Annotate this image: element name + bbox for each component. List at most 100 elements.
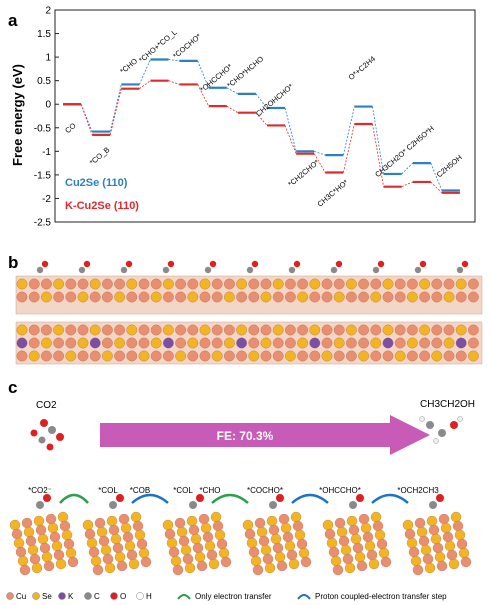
atom (138, 337, 150, 349)
connector-line (372, 106, 384, 175)
atom (443, 324, 455, 336)
atom (28, 324, 40, 336)
atom (114, 350, 125, 362)
atom (468, 324, 479, 336)
connector-line (80, 104, 93, 135)
atom (224, 278, 235, 290)
electron-transfer-arrow (211, 493, 249, 504)
atom (65, 350, 77, 362)
proton-transfer-icon (297, 594, 311, 600)
connector-line (342, 123, 355, 173)
connector-line (430, 162, 443, 191)
adsorbate-oxygen (419, 260, 427, 268)
atom (260, 278, 272, 290)
intermediate-label: *COL (173, 486, 193, 495)
legend-element-label: Se (42, 592, 52, 601)
legend-element-label: O (120, 592, 126, 601)
atom (77, 350, 89, 362)
atom (89, 291, 101, 303)
atom (199, 337, 211, 349)
panel-a-label: a (8, 11, 18, 30)
atom (394, 324, 406, 336)
atom (260, 337, 272, 349)
atom (394, 337, 406, 349)
atom (285, 350, 296, 362)
legend-element-label: C (94, 592, 100, 601)
atom (455, 291, 467, 303)
atom (272, 278, 284, 290)
atom (394, 350, 406, 362)
atom (163, 337, 174, 349)
y-tick-label: -1 (42, 147, 51, 158)
atom (321, 337, 333, 349)
atom (28, 278, 40, 290)
atom (102, 324, 113, 336)
step-label: *CHO (118, 56, 139, 76)
atom (89, 337, 101, 349)
atom (407, 278, 418, 290)
adsorbate-oxygen (41, 260, 49, 268)
atom (260, 350, 272, 362)
step-label: *CHO*HCHO (225, 54, 265, 90)
connector-line (430, 181, 443, 194)
y-tick-label: 0 (45, 100, 51, 111)
proton-transfer-arrow (371, 493, 409, 504)
step-label: CH2OHCHO* (254, 82, 295, 118)
panel-b-label: b (8, 253, 18, 272)
legend-kcu2se: K-Cu2Se (110) (65, 200, 139, 212)
y-ticks: 2 1.5 1 0.5 0 -0.5 -1 -1.5 -2 -2.5 (34, 6, 59, 229)
adsorbate-carbon (414, 266, 422, 274)
atom (468, 350, 479, 362)
atom (272, 337, 284, 349)
atom (138, 324, 150, 336)
element-legend: Cu Se K C O H Only electron transfer Proton cou… (6, 592, 447, 601)
structure-strip: b (8, 253, 483, 365)
atom (175, 350, 186, 362)
intermediate-label: *COCHO* (247, 486, 283, 495)
y-tick-label: 1.5 (37, 29, 51, 40)
atom (65, 291, 77, 303)
adsorbate-oxygen (461, 260, 469, 268)
atom (419, 291, 430, 303)
atom (285, 337, 296, 349)
atom (419, 350, 430, 362)
catalyst-slab (82, 494, 152, 576)
atom (333, 291, 345, 303)
atom (333, 324, 345, 336)
adsorbate-oxygen (377, 260, 385, 268)
atom (407, 291, 418, 303)
atom (248, 324, 260, 336)
intermediate-label: *CO2⁻ (28, 486, 52, 495)
atom (236, 350, 247, 362)
fe-arrow (100, 415, 430, 455)
y-tick-label: 1 (45, 53, 51, 64)
atom (77, 337, 89, 349)
atom (297, 350, 308, 362)
connector-line (401, 181, 413, 188)
series-cu2se (63, 58, 460, 192)
atom (126, 337, 138, 349)
atom (419, 337, 430, 349)
mechanism-schematic: c CO2 FE: 70.3% CH3CH2OH *CO2⁻ *COL *COB *C… (6, 378, 475, 601)
co2-label: CO2 (36, 400, 57, 411)
atom (187, 350, 199, 362)
connector-line (109, 88, 122, 135)
step-label: C2H5OH (435, 153, 464, 179)
intermediate-label: *COL (98, 486, 118, 495)
legend-swatch (84, 592, 92, 600)
atom (114, 324, 125, 336)
y-tick-label: -2.5 (34, 218, 52, 229)
atom (346, 350, 357, 362)
atom (211, 350, 223, 362)
step-label: *CO_B (88, 145, 112, 167)
atom (150, 324, 162, 336)
atom (211, 324, 223, 336)
ethanol-molecule-icon (419, 416, 463, 444)
atom (102, 337, 113, 349)
atom (455, 337, 467, 349)
atom (309, 324, 321, 336)
atom (358, 350, 369, 362)
atom (394, 278, 406, 290)
legend-swatch (136, 592, 144, 600)
y-axis-label: Free energy (eV) (10, 64, 25, 166)
